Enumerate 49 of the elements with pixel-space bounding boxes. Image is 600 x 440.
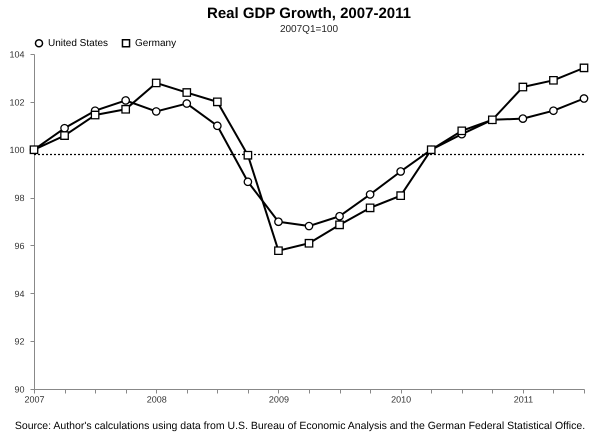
- point: [549, 76, 558, 85]
- y-tick-label: 102: [9, 97, 24, 108]
- point: [90, 110, 100, 120]
- point: [182, 99, 192, 108]
- source-note: Source: Author's calculations using data from U.S. Bureau of Economic Analysis and the German Federal Statistical Office.: [14, 420, 586, 432]
- point: [152, 78, 161, 88]
- point: [335, 212, 344, 221]
- point: [182, 88, 192, 97]
- point: [304, 222, 314, 230]
- point: [212, 121, 222, 130]
- point: [396, 167, 406, 176]
- y-tick-label: 104: [9, 50, 24, 60]
- y-tick-label: 100: [9, 145, 24, 156]
- point: [518, 82, 528, 92]
- point: [549, 106, 558, 116]
- point: [580, 64, 588, 72]
- x-tick-label: 2008: [146, 394, 167, 404]
- y-tick-label: 90: [14, 384, 24, 394]
- point: [366, 190, 374, 199]
- x-tick-label: 2007: [24, 394, 45, 404]
- point: [60, 131, 69, 140]
- x-tick-label: 2011: [514, 394, 534, 404]
- x-tick-label: 2009: [268, 394, 289, 404]
- point: [212, 98, 222, 106]
- point: [488, 115, 497, 124]
- legend-label: Germany: [135, 38, 176, 50]
- chart-subtitle: 2007Q1=100: [280, 24, 338, 35]
- point: [152, 107, 161, 116]
- point: [244, 150, 252, 160]
- point: [580, 94, 588, 103]
- point: [244, 177, 252, 186]
- y-tick-label: 98: [14, 193, 24, 204]
- y-tick-label: 92: [14, 336, 24, 347]
- point: [274, 217, 283, 226]
- point: [396, 191, 406, 200]
- point: [274, 246, 283, 256]
- point: [121, 104, 130, 114]
- legend-label: United States: [48, 38, 108, 50]
- point: [121, 96, 130, 105]
- point: [518, 114, 528, 123]
- point: [426, 145, 436, 154]
- y-tick-label: 96: [14, 240, 24, 251]
- y-tick-label: 94: [14, 288, 24, 299]
- point: [366, 204, 374, 212]
- point: [335, 220, 344, 230]
- point: [304, 238, 314, 248]
- x-tick-label: 2010: [391, 394, 412, 404]
- chart-title: Real GDP Growth, 2007-2011: [207, 5, 411, 22]
- point: [457, 126, 466, 136]
